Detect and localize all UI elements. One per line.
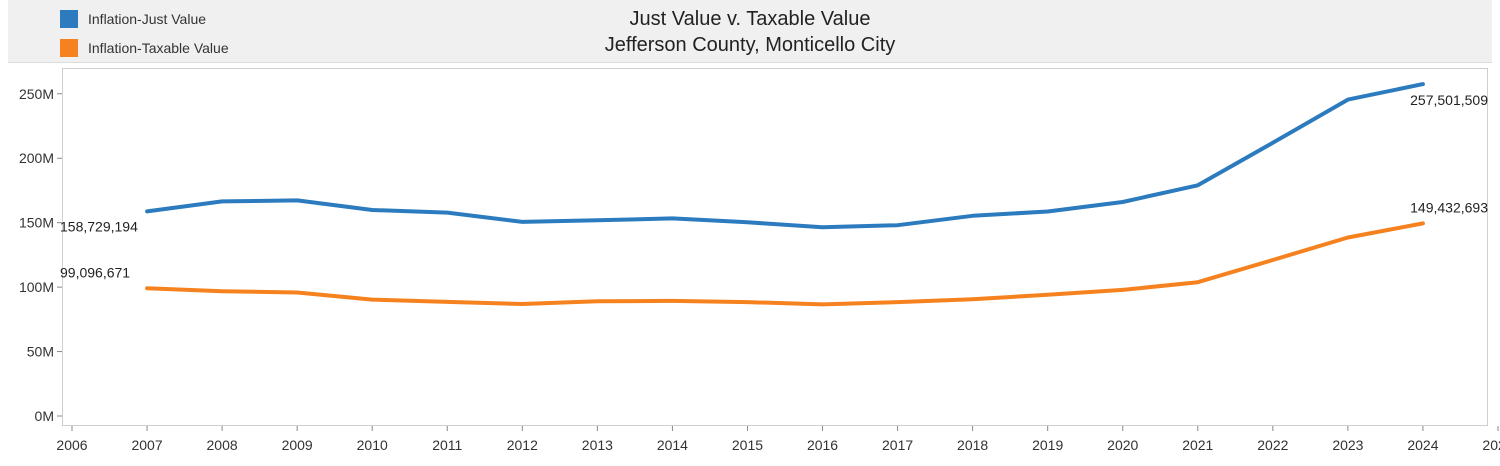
x-tick-label-15: 2021 [1182,437,1213,453]
y-tick-label-3: 150M [19,215,54,231]
x-tick-label-2: 2008 [207,437,238,453]
x-tick-label-7: 2013 [582,437,613,453]
legend-item-just-value[interactable]: Inflation-Just Value [60,8,320,30]
legend-item-taxable-value[interactable]: Inflation-Taxable Value [60,37,320,59]
y-tick-label-5: 250M [19,86,54,102]
legend-swatch-taxable-value [60,39,78,57]
y-tick-label-2: 100M [19,279,54,295]
x-tick-label-18: 2024 [1407,437,1438,453]
data-label-0-1: 257,501,509 [1410,92,1488,108]
x-tick-label-1: 2007 [131,437,162,453]
x-tick-label-9: 2015 [732,437,763,453]
x-tick-label-3: 2009 [282,437,313,453]
plot-area [62,68,1488,426]
chart-title: Just Value v. Taxable Value [629,8,871,30]
data-label-0-0: 158,729,194 [60,218,138,234]
y-tick-label-4: 200M [19,150,54,166]
y-tick-label-0: 0M [35,408,54,424]
y-tick-label-1: 50M [27,344,54,360]
series-line-1 [145,221,1425,307]
x-tick-label-16: 2022 [1257,437,1288,453]
data-label-1-1: 149,432,693 [1410,199,1488,215]
chart-header [8,0,1492,63]
x-tick-label-12: 2018 [957,437,988,453]
x-tick-label-0: 2006 [56,437,87,453]
legend-label-just-value: Inflation-Just Value [88,11,207,27]
x-tick-label-13: 2019 [1032,437,1063,453]
x-tick-label-8: 2014 [657,437,688,453]
series-line-0 [145,82,1425,230]
legend-label-taxable-value: Inflation-Taxable Value [88,40,229,56]
x-tick-label-14: 2020 [1107,437,1138,453]
legend-swatch-just-value [60,10,78,28]
x-tick-label-11: 2017 [882,437,913,453]
x-tick-label-6: 2012 [507,437,538,453]
x-tick-label-4: 2010 [357,437,388,453]
x-tick-label-17: 2023 [1332,437,1363,453]
chart-subtitle: Jefferson County, Monticello City [604,34,896,56]
x-tick-label-5: 2011 [432,437,462,453]
data-label-1-0: 99,096,671 [60,264,130,280]
x-tick-label-10: 2016 [807,437,838,453]
x-tick-label-19: 2025 [1482,437,1500,453]
